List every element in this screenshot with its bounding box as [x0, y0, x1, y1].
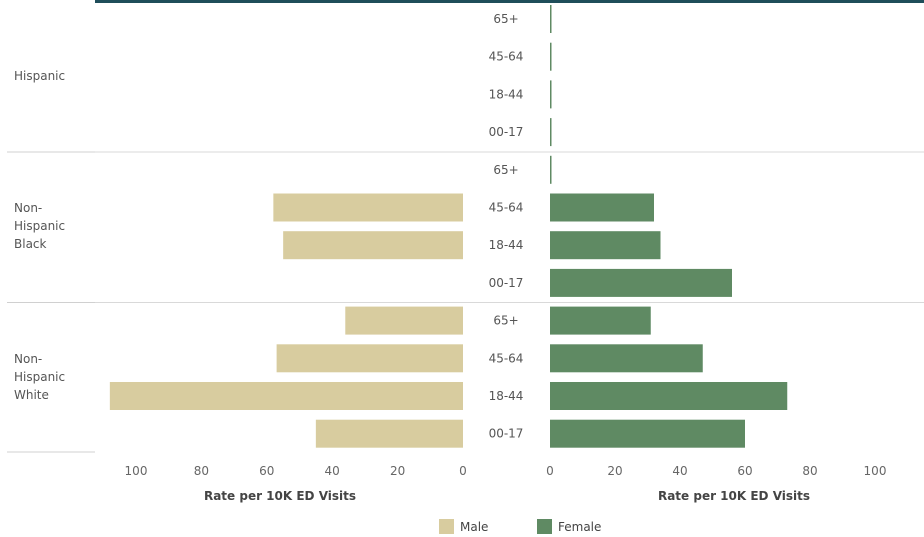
male-bar [283, 231, 463, 260]
female-bar-zero [550, 5, 552, 33]
male-bar [276, 344, 463, 373]
female-bar-zero [550, 80, 552, 109]
female-axis-tick-label: 20 [607, 464, 622, 478]
legend-label-male: Male [460, 519, 489, 534]
female-axis-tick-label: 0 [546, 464, 554, 478]
age-label: 00-17 [489, 427, 524, 441]
male-bar [273, 193, 463, 222]
legend: Male Female [0, 519, 924, 537]
age-label: 45-64 [489, 351, 524, 365]
age-label: 18-44 [489, 238, 524, 252]
female-bar-zero [550, 118, 552, 147]
male-bar [315, 419, 463, 448]
population-pyramid-chart: 65+ 45-64 18-44 00-17 65+ 45-64 18-44 00-17 65+ 4… [7, 5, 924, 478]
female-bar [550, 419, 745, 448]
female-bar [550, 344, 703, 373]
female-axis-tick-label: 60 [737, 464, 752, 478]
age-label: 65+ [493, 12, 518, 26]
male-axis-tick-label: 100 [125, 464, 148, 478]
female-axis-tick-label: 40 [672, 464, 687, 478]
age-label: 18-44 [489, 87, 524, 101]
group-label-2: Non- Hispanic White [14, 352, 66, 403]
female-axis-tick-label: 80 [802, 464, 817, 478]
age-label: 65+ [493, 163, 518, 177]
female-axis-tick-label: 100 [864, 464, 887, 478]
age-label: 45-64 [489, 201, 524, 215]
female-bar-zero [550, 155, 552, 184]
age-label: 18-44 [489, 389, 524, 403]
legend-label-female: Female [558, 519, 602, 534]
female-bar [550, 306, 651, 335]
male-axis-tick-label: 40 [325, 464, 340, 478]
age-label: 00-17 [489, 276, 524, 290]
male-axis-tick-label: 20 [390, 464, 405, 478]
female-bar [550, 193, 654, 222]
legend-swatch-male [439, 519, 454, 534]
age-label: 00-17 [489, 125, 524, 139]
male-axis-tick-label: 0 [459, 464, 467, 478]
legend-item-female[interactable]: Female [537, 519, 601, 534]
female-bar [550, 231, 661, 260]
male-axis-tick-label: 60 [259, 464, 274, 478]
male-axis-title: Rate per 10K ED Visits [203, 489, 357, 503]
female-bar [550, 268, 732, 297]
male-bar [109, 382, 463, 410]
female-axis-title: Rate per 10K ED Visits [657, 489, 811, 503]
legend-item-male[interactable]: Male [439, 519, 488, 534]
group-label-1: Non- Hispanic Black [14, 201, 66, 252]
age-label: 65+ [493, 314, 518, 328]
top-accent-rule [95, 0, 924, 3]
female-bar-zero [550, 42, 552, 71]
legend-swatch-female [537, 519, 552, 534]
male-axis-tick-label: 80 [194, 464, 209, 478]
male-bar [345, 306, 463, 335]
group-label-0: Hispanic [14, 68, 66, 83]
female-bar [550, 382, 788, 410]
age-label: 45-64 [489, 50, 524, 64]
